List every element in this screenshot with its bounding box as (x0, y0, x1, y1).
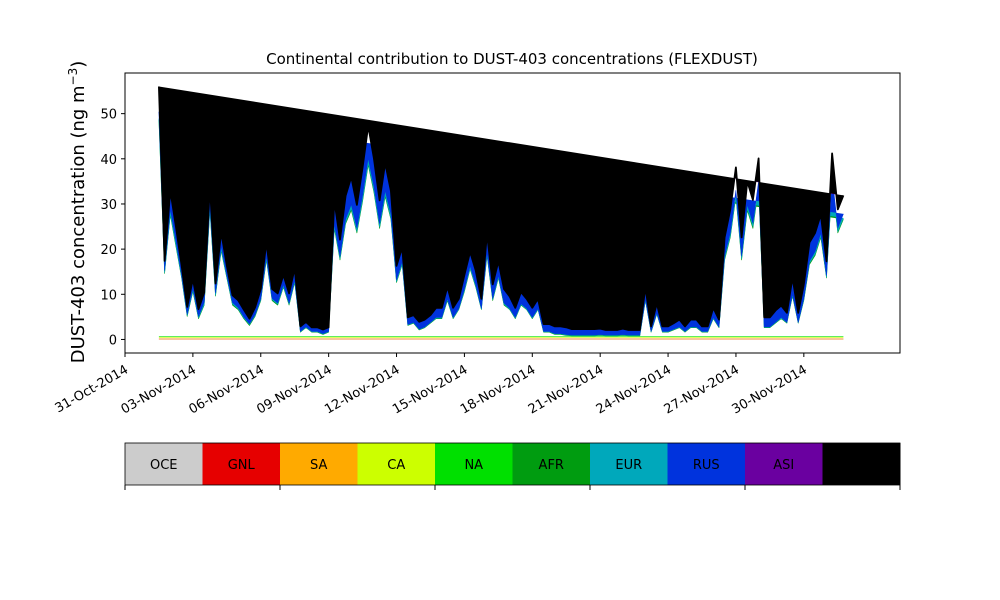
y-tick-label: 30 (100, 198, 117, 213)
x-tick-label: 09-Nov-2014 (254, 362, 334, 417)
y-tick-label: 0 (109, 333, 117, 348)
y-tick-label: 20 (100, 243, 117, 258)
legend-label: RUS (693, 458, 720, 473)
chart-title: Continental contribution to DUST-403 con… (266, 50, 758, 68)
x-axis: 31-Oct-201403-Nov-201406-Nov-201409-Nov-… (53, 353, 810, 417)
legend-swatch-na (435, 443, 513, 485)
legend-label: OCE (150, 458, 178, 473)
legend-label: AUS (848, 458, 875, 473)
legend-swatch-ca (357, 443, 436, 485)
y-tick-label: 50 (100, 108, 117, 123)
legend-label: GNL (228, 458, 256, 473)
legend-swatch-gnl (202, 443, 281, 485)
stacked-area-layer (158, 86, 845, 340)
legend-swatch-rus (667, 443, 746, 485)
x-tick-label: 30-Nov-2014 (730, 362, 810, 417)
x-tick-label: 12-Nov-2014 (322, 362, 402, 417)
legend-label: SA (310, 458, 327, 473)
legend-swatch-aus (822, 443, 901, 485)
legend-frame (124, 442, 901, 486)
legend-colorbar: OCE GNL SA CA NA AFR EUR RUS ASI AUS (124, 442, 901, 490)
x-tick-label: 31-Oct-2014 (53, 362, 131, 416)
legend-swatch-sa (280, 443, 358, 485)
x-tick-label: 18-Nov-2014 (458, 362, 538, 417)
legend-label: NA (464, 458, 483, 473)
x-tick-label: 27-Nov-2014 (662, 362, 742, 417)
legend-label: CA (387, 458, 405, 473)
y-axis-label: DUST-403 concentration (ng m−3) (66, 61, 89, 364)
legend-swatch-oce (125, 443, 203, 485)
legend-swatch-afr (512, 443, 591, 485)
legend-swatch-eur (590, 443, 668, 485)
legend-label: ASI (773, 458, 794, 473)
plot-frame (124, 72, 901, 354)
x-tick-label: 24-Nov-2014 (594, 362, 674, 417)
y-tick-label: 10 (100, 288, 117, 303)
x-tick-label: 03-Nov-2014 (119, 362, 199, 417)
legend-swatch-asi (745, 443, 823, 485)
series-aus-area (158, 86, 845, 331)
y-tick-label: 40 (100, 153, 117, 168)
legend-label: EUR (615, 458, 642, 473)
x-tick-label: 06-Nov-2014 (186, 362, 266, 417)
x-tick-label: 15-Nov-2014 (390, 362, 470, 417)
y-axis: 0 10 20 30 40 50 (100, 108, 125, 348)
x-tick-label: 21-Nov-2014 (526, 362, 606, 417)
legend-label: AFR (539, 458, 564, 473)
